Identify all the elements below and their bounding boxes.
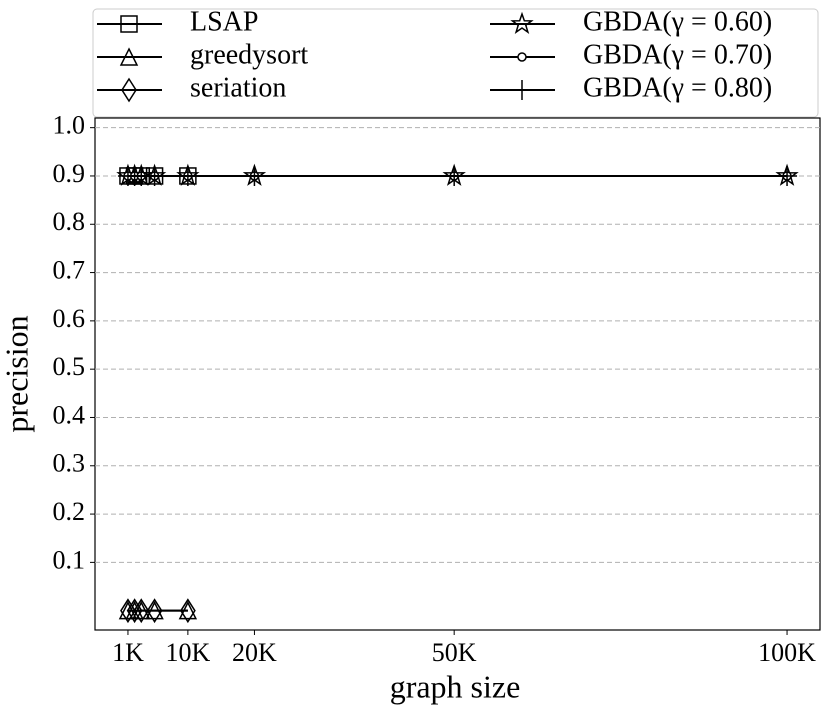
y-tick-label: 0.6: [53, 304, 86, 333]
y-tick-label: 0.9: [53, 159, 86, 188]
point-marker: [120, 598, 136, 624]
x-axis-label: graph size: [390, 668, 521, 704]
point-marker: [444, 165, 465, 186]
y-tick-label: 0.5: [53, 352, 86, 381]
legend-label: GBDA(γ = 0.60): [583, 6, 772, 37]
y-tick-label: 0.7: [53, 256, 86, 285]
point-marker: [144, 165, 165, 186]
y-tick-label: 0.4: [53, 400, 86, 429]
legend-label: greedysort: [190, 39, 308, 70]
point-marker: [244, 165, 265, 186]
legend-marker: [512, 80, 532, 100]
legend-label: GBDA(γ = 0.80): [583, 72, 772, 103]
point-marker: [777, 165, 798, 186]
x-tick-label: 50K: [432, 638, 477, 667]
x-tick-label: 1K: [112, 638, 144, 667]
y-tick-label: 1.0: [53, 111, 86, 140]
y-tick-label: 0.2: [53, 497, 86, 526]
point-marker: [177, 165, 198, 186]
legend-label: GBDA(γ = 0.70): [583, 39, 772, 70]
x-tick-label: 20K: [232, 638, 277, 667]
point-marker: [126, 598, 143, 624]
legend-label: seriation: [190, 72, 286, 103]
legend-marker: [121, 77, 137, 103]
legend-box: [92, 8, 819, 118]
y-axis-label: precision: [0, 315, 34, 432]
legend-marker: [510, 11, 534, 34]
legend-marker: [119, 47, 139, 66]
plot-frame: [94, 117, 821, 631]
y-tick-label: 0.1: [53, 545, 86, 574]
y-tick-label: 0.8: [53, 207, 86, 236]
y-tick-label: 0.3: [53, 449, 86, 478]
legend-marker: [120, 15, 138, 33]
point-marker: [179, 598, 196, 624]
point-marker: [133, 598, 150, 624]
legend-marker: [517, 52, 527, 62]
x-tick-label: 10K: [165, 638, 210, 667]
x-tick-label: 100K: [758, 638, 816, 667]
legend-label: LSAP: [190, 6, 258, 37]
point-marker: [146, 598, 163, 624]
